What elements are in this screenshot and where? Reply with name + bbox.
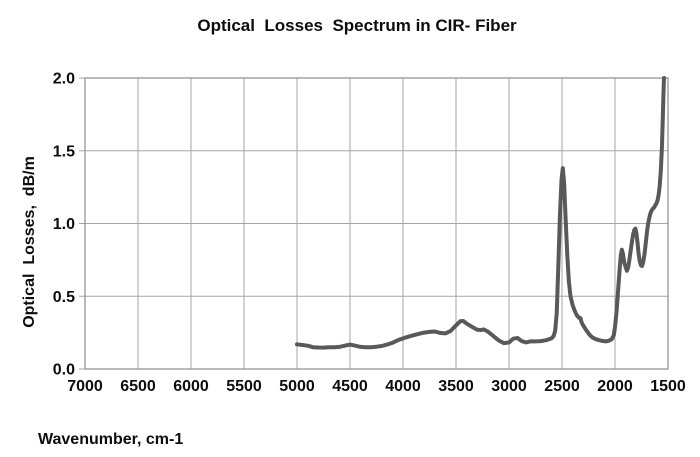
- x-tick-label: 1500: [650, 378, 686, 395]
- x-tick-label: 5000: [279, 378, 315, 395]
- y-tick-label: 2.0: [53, 71, 75, 88]
- y-axis-title: Optical Losses, dB/m: [21, 156, 38, 328]
- x-tick-label: 7000: [67, 378, 103, 395]
- chart-title: Optical Losses Spectrum in CIR- Fiber: [197, 16, 517, 35]
- x-tick-label: 3000: [491, 378, 527, 395]
- x-tick-label: 3500: [438, 378, 474, 395]
- x-tick-label: 2500: [544, 378, 580, 395]
- x-tick-label: 6000: [173, 378, 209, 395]
- x-tick-label: 4500: [332, 378, 368, 395]
- x-tick-label: 4000: [385, 378, 421, 395]
- y-tick-label: 0.5: [53, 289, 75, 306]
- x-tick-label: 2000: [597, 378, 633, 395]
- y-tick-label: 1.5: [53, 143, 75, 160]
- x-axis-title: Wavenumber, cm-1: [38, 431, 184, 448]
- plot-frame: [84, 77, 669, 370]
- x-tick-label: 6500: [120, 378, 156, 395]
- loss-curve: [295, 76, 666, 350]
- y-tick-label: 1.0: [53, 216, 75, 233]
- x-tick-label: 5500: [226, 378, 262, 395]
- y-tick-label: 0.0: [53, 362, 75, 379]
